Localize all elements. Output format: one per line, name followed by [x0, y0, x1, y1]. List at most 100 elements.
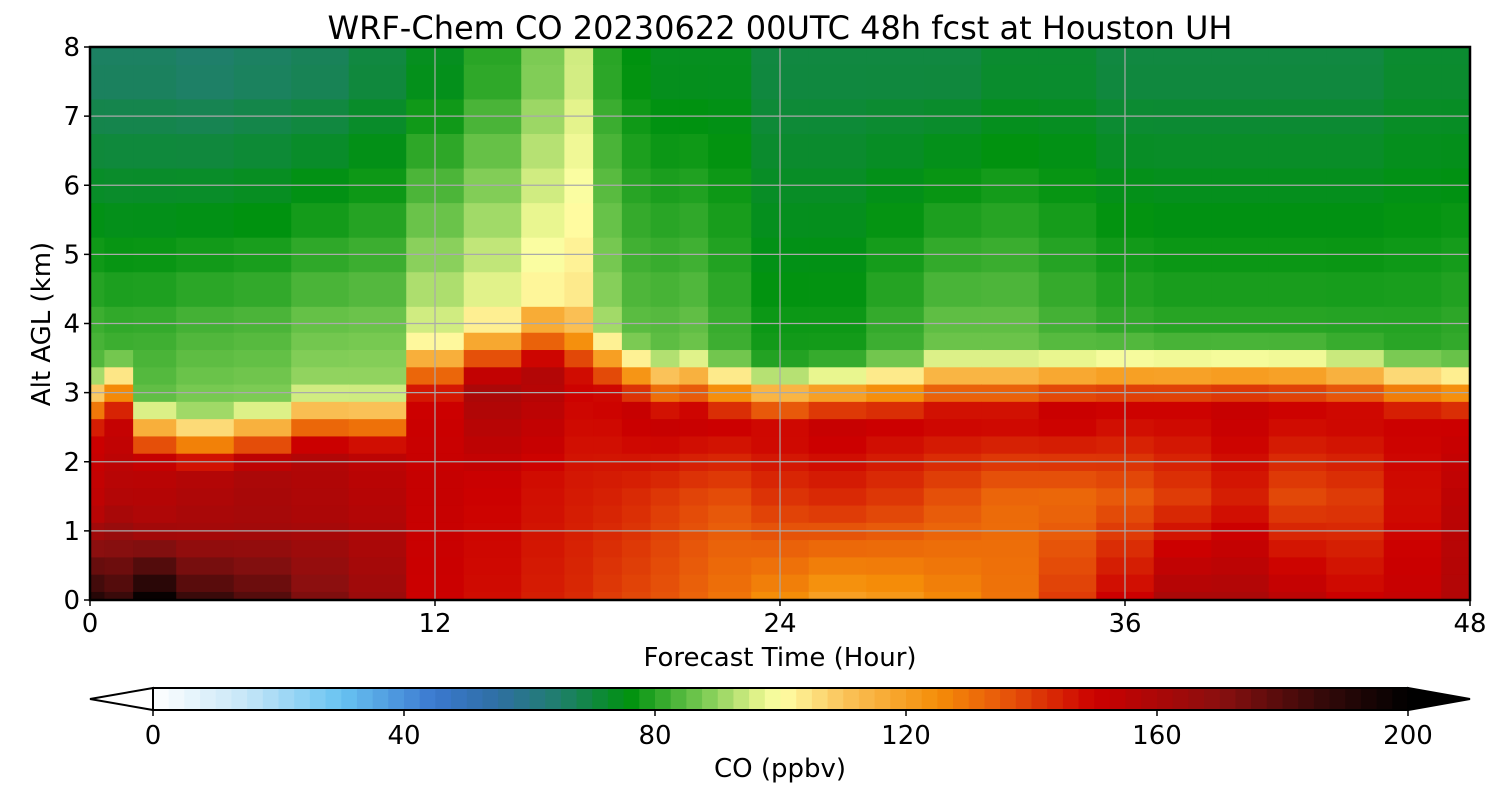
heatmap-cell: [1268, 64, 1327, 100]
heatmap-cell: [133, 504, 177, 523]
heatmap-cell: [981, 271, 1040, 307]
heatmap-cell: [808, 133, 867, 169]
heatmap-cell: [564, 435, 594, 454]
heatmap-cell: [104, 556, 134, 575]
heatmap-cell: [650, 133, 680, 169]
heatmap-cell: [650, 470, 680, 489]
heatmap-cell: [291, 271, 350, 307]
heatmap-cell: [981, 64, 1040, 100]
heatmap-cell: [521, 470, 565, 489]
heatmap-cell: [679, 487, 709, 506]
heatmap-cell: [133, 487, 177, 506]
colorbar-swatch: [1188, 688, 1205, 710]
heatmap-cell: [593, 64, 623, 100]
x-axis: 0 12 24 36 48: [82, 600, 1487, 639]
heatmap-cell: [104, 418, 134, 437]
heatmap-cell: [981, 487, 1040, 506]
heatmap-cell: [564, 504, 594, 523]
heatmap-cell: [133, 47, 177, 65]
heatmap-cell: [1153, 202, 1212, 238]
heatmap-cell: [348, 64, 407, 100]
heatmap-cell: [233, 539, 292, 558]
heatmap-cell: [808, 539, 867, 558]
heatmap-cell: [981, 47, 1040, 65]
heatmap-cell: [176, 556, 235, 575]
heatmap-cell: [923, 401, 982, 420]
heatmap-cell: [348, 202, 407, 238]
colorbar-swatch: [733, 688, 750, 710]
heatmap-cell: [133, 202, 177, 238]
heatmap-cell: [708, 133, 752, 169]
colorbar-swatch: [184, 688, 201, 710]
heatmap-cell: [348, 47, 407, 65]
heatmap-cell: [291, 133, 350, 169]
heatmap-cell: [291, 202, 350, 238]
heatmap-cell: [521, 418, 565, 437]
heatmap-cell: [1383, 366, 1442, 385]
heatmap-cell: [621, 591, 652, 601]
heatmap-cell: [564, 556, 594, 575]
heatmap-cell: [1326, 401, 1385, 420]
x-tick-label: 24: [763, 609, 796, 639]
colorbar-swatch: [341, 688, 358, 710]
heatmap-cell: [923, 504, 982, 523]
heatmap-cell: [808, 504, 867, 523]
heatmap-cell: [348, 539, 407, 558]
heatmap-cell: [621, 349, 652, 368]
colorbar-swatch: [702, 688, 719, 710]
heatmap-cell: [1153, 401, 1212, 420]
heatmap-cell: [1038, 470, 1097, 489]
heatmap-cell: [1268, 487, 1327, 506]
heatmap-cell: [463, 64, 522, 100]
heatmap-cell: [133, 332, 177, 351]
y-tick-label: 4: [63, 310, 80, 340]
colorbar-swatch: [1219, 688, 1236, 710]
heatmap-cell: [1038, 349, 1097, 368]
heatmap-cell: [708, 306, 752, 333]
heatmap-cell: [1153, 133, 1212, 169]
colorbar-swatch: [953, 688, 970, 710]
heatmap-cell: [1211, 435, 1270, 454]
heatmap-cell: [90, 64, 105, 100]
heatmap-cell: [348, 487, 407, 506]
heatmap-cell: [981, 504, 1040, 523]
heatmap-cell: [291, 349, 350, 368]
heatmap-cell: [593, 470, 623, 489]
heatmap-cell: [133, 574, 177, 592]
heatmap-cell: [1153, 556, 1212, 575]
heatmap-cell: [1211, 202, 1270, 238]
heatmap-cell: [593, 202, 623, 238]
colorbar-swatch: [1172, 688, 1189, 710]
colorbar-swatch: [404, 688, 421, 710]
heatmap-cell: [463, 133, 522, 169]
heatmap-cell: [650, 306, 680, 333]
colorbar-swatch: [545, 688, 562, 710]
heatmap-cell: [291, 487, 350, 506]
heatmap-cell: [866, 47, 925, 65]
colorbar-swatch: [1360, 688, 1378, 710]
colorbar-tick-label: 160: [1132, 721, 1182, 751]
heatmap-cell: [650, 271, 680, 307]
heatmap-cell: [1268, 435, 1327, 454]
colorbar-swatch: [1298, 688, 1315, 710]
heatmap-cell: [104, 332, 134, 351]
heatmap-cell: [90, 504, 105, 523]
heatmap-cell: [1153, 366, 1212, 385]
heatmap-cell: [923, 366, 982, 385]
heatmap-cell: [808, 487, 867, 506]
heatmap-cell: [1268, 401, 1327, 420]
heatmap-cell: [1038, 401, 1097, 420]
heatmap-cell: [808, 418, 867, 437]
heatmap-cell: [866, 133, 925, 169]
heatmap-cell: [1153, 574, 1212, 592]
colorbar-swatch: [623, 688, 640, 710]
colorbar-tick-label: 40: [387, 721, 420, 751]
colorbar-swatch: [968, 688, 985, 710]
heatmap-cell: [90, 435, 105, 454]
colorbar-swatch: [419, 688, 436, 710]
heatmap-cell: [1326, 470, 1385, 489]
heatmap-cell: [1211, 470, 1270, 489]
colorbar-swatch: [435, 688, 452, 710]
heatmap-cell: [808, 556, 867, 575]
